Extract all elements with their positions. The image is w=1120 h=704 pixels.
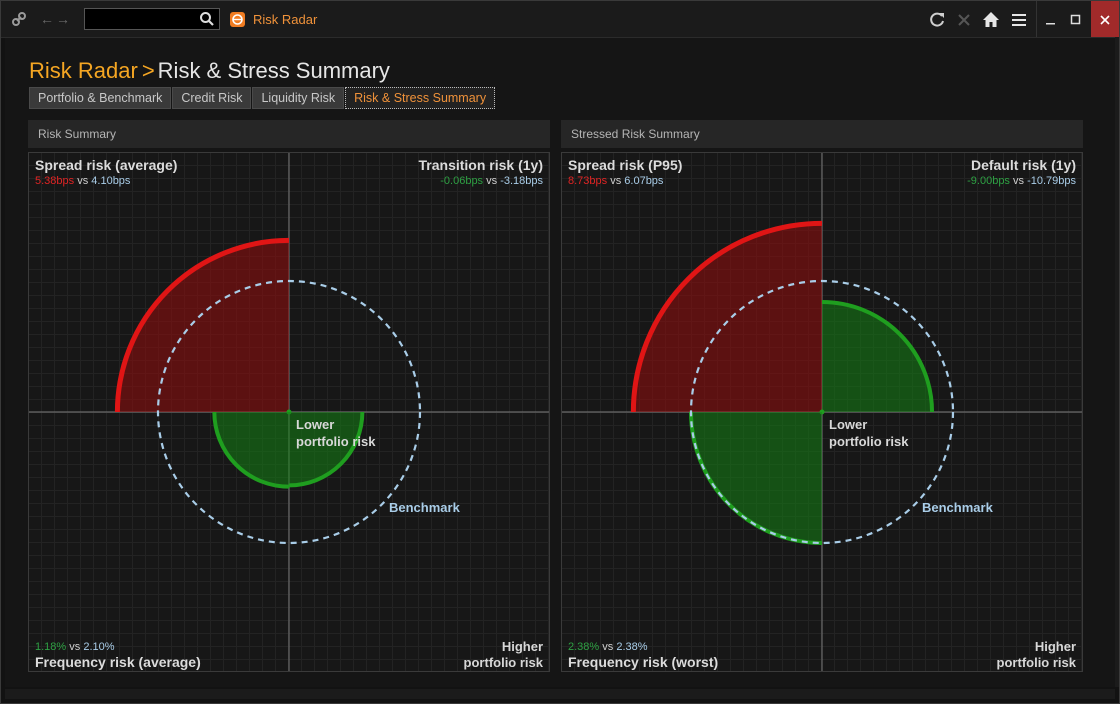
search-input[interactable]: [85, 9, 203, 29]
risk-radar-chart: Spread risk (average) 5.38bps vs 4.10bps…: [28, 152, 550, 672]
quadrant-values-bottom-left: 1.18% vs 2.10%: [35, 641, 115, 653]
tab-credit-risk[interactable]: Credit Risk: [172, 87, 252, 109]
quadrant-title-bottom-left: Frequency risk (worst): [568, 654, 719, 670]
benchmark-value: 2.10%: [83, 641, 115, 653]
lower-risk-line-2: portfolio risk: [829, 434, 909, 449]
main-content: Risk Radar > Risk & Stress Summary Portfol…: [5, 38, 1115, 687]
portfolio-sector-bottom-left: [691, 412, 822, 543]
higher-risk-label: Higher portfolio risk: [464, 639, 543, 671]
benchmark-circle: [689, 279, 955, 545]
benchmark-label: Benchmark: [922, 500, 993, 515]
higher-risk-line-2: portfolio risk: [996, 655, 1076, 670]
portfolio-sector-top-right: [822, 301, 933, 412]
benchmark-label: Benchmark: [389, 500, 460, 515]
breadcrumb-root[interactable]: Risk Radar: [29, 58, 138, 83]
lower-risk-line-1: Lower: [829, 417, 868, 432]
home-icon[interactable]: [981, 10, 1001, 30]
lower-risk-line-1: Lower: [296, 417, 335, 432]
portfolio-arc-bottom-right: [288, 411, 365, 488]
quadrant-title-top-left: Spread risk (P95): [568, 157, 683, 173]
vs-label: vs: [610, 175, 622, 187]
radar-svg: [562, 153, 1082, 671]
portfolio-value: 2.38%: [568, 641, 600, 653]
search-field[interactable]: [84, 8, 220, 30]
tab-portfolio-benchmark[interactable]: Portfolio & Benchmark: [29, 87, 172, 109]
benchmark-circle: [156, 279, 422, 545]
titlebar-divider: [1036, 1, 1037, 37]
horizontal-scrollbar[interactable]: [5, 689, 1115, 699]
risk-summary-panel: Risk Summary Spread risk (average) 5.38b…: [28, 120, 550, 673]
vs-label: vs: [77, 175, 89, 187]
app-logo-icon: [230, 12, 245, 27]
portfolio-sector-bottom-right: [289, 412, 363, 486]
quadrant-values-top-left: 8.73bps vs 6.07bps: [568, 175, 663, 187]
vs-label: vs: [69, 641, 81, 653]
quadrant-values-top-right: -9.00bps vs -10.79bps: [967, 175, 1076, 187]
quadrant-title-top-right: Transition risk (1y): [418, 157, 543, 173]
portfolio-value: -9.00bps: [967, 175, 1010, 187]
link-icon[interactable]: [11, 11, 27, 27]
radar-svg: [29, 153, 549, 671]
portfolio-arc-top-right: [821, 299, 935, 413]
close-button[interactable]: [1091, 1, 1119, 37]
quadrant-values-top-right: -0.06bps vs -3.18bps: [440, 175, 543, 187]
portfolio-arc-top-left: [630, 220, 823, 413]
back-icon[interactable]: ←: [40, 11, 54, 27]
benchmark-value: 4.10bps: [91, 175, 131, 187]
menu-icon[interactable]: [1009, 10, 1029, 30]
higher-risk-label: Higher portfolio risk: [997, 639, 1076, 671]
vertical-scrollbar[interactable]: [1115, 37, 1119, 687]
vs-label: vs: [602, 641, 614, 653]
breadcrumb: Risk Radar > Risk & Stress Summary: [29, 58, 390, 84]
close-icon[interactable]: [1095, 10, 1115, 30]
higher-risk-line-1: Higher: [501, 639, 543, 654]
maximize-icon[interactable]: [1066, 10, 1086, 30]
benchmark-value: -3.18bps: [500, 175, 543, 187]
search-icon[interactable]: [199, 11, 215, 27]
lower-risk-label: Lower portfolio risk: [829, 416, 908, 450]
vs-label: vs: [486, 175, 498, 187]
title-bar: ← → Risk Radar: [1, 1, 1119, 38]
portfolio-arc-top-left: [114, 237, 290, 413]
vs-label: vs: [1013, 175, 1024, 187]
portfolio-value: 5.38bps: [35, 175, 75, 187]
quadrant-title-top-right: Default risk (1y): [970, 157, 1076, 173]
benchmark-value: -10.79bps: [1027, 175, 1076, 187]
page-title: Risk & Stress Summary: [157, 58, 390, 83]
panel-header: Risk Summary: [28, 120, 550, 148]
portfolio-sector-bottom-left: [214, 412, 289, 487]
portfolio-sector-top-left: [633, 223, 822, 412]
close-tab-icon[interactable]: [954, 10, 974, 30]
lower-risk-label: Lower portfolio risk: [296, 416, 375, 450]
tab-bar: Portfolio & Benchmark Credit Risk Liquid…: [29, 87, 496, 109]
stressed-risk-radar-chart: Spread risk (P95) 8.73bps vs 6.07bps Def…: [561, 152, 1083, 672]
forward-icon[interactable]: →: [56, 11, 70, 27]
lower-risk-line-2: portfolio risk: [296, 434, 376, 449]
breadcrumb-separator: >: [141, 58, 155, 83]
portfolio-sector-top-left: [117, 240, 289, 412]
quadrant-title-top-left: Spread risk (average): [35, 157, 178, 173]
higher-risk-line-2: portfolio risk: [463, 655, 543, 670]
refresh-icon[interactable]: [927, 10, 947, 30]
benchmark-value: 2.38%: [616, 641, 648, 653]
app-title: Risk Radar: [253, 12, 318, 27]
higher-risk-line-1: Higher: [1034, 639, 1076, 654]
portfolio-value: -0.06bps: [440, 175, 484, 187]
tab-liquidity-risk[interactable]: Liquidity Risk: [252, 87, 345, 109]
portfolio-arc-bottom-left: [212, 411, 290, 489]
tab-risk-stress-summary[interactable]: Risk & Stress Summary: [345, 87, 496, 109]
panel-header: Stressed Risk Summary: [561, 120, 1083, 148]
minimize-icon[interactable]: [1041, 10, 1061, 30]
portfolio-value: 8.73bps: [568, 175, 608, 187]
quadrant-values-top-left: 5.38bps vs 4.10bps: [35, 175, 130, 187]
stressed-risk-summary-panel: Stressed Risk Summary Spread risk (P95) …: [561, 120, 1083, 673]
benchmark-value: 6.07bps: [624, 175, 664, 187]
quadrant-values-bottom-left: 2.38% vs 2.38%: [568, 641, 648, 653]
portfolio-value: 1.18%: [35, 641, 67, 653]
quadrant-title-bottom-left: Frequency risk (average): [35, 654, 201, 670]
